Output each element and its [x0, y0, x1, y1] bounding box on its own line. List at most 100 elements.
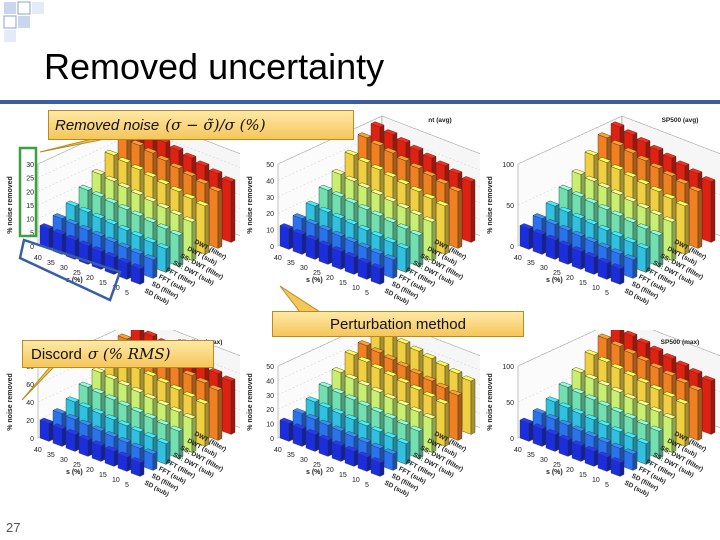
bar-top — [435, 178, 450, 185]
s-tick-label: 5 — [125, 482, 129, 489]
bar-side — [593, 255, 599, 275]
bar-top — [396, 178, 411, 185]
removed-noise-callout: Removed noise (σ − σ̃)/σ (%) — [48, 110, 354, 140]
bar — [292, 230, 303, 255]
bar-side — [100, 443, 106, 462]
bar-top — [208, 185, 223, 192]
bar-top — [623, 348, 638, 355]
bar-top — [156, 202, 171, 209]
bar-top — [78, 184, 93, 191]
grid-line — [517, 330, 597, 367]
bar-top — [370, 164, 385, 171]
bar-top — [584, 394, 599, 401]
s-tick-label: 10 — [592, 477, 600, 484]
bar-top — [78, 419, 93, 426]
bar-side — [392, 451, 398, 471]
bar-top — [610, 263, 625, 270]
bar — [221, 377, 232, 435]
bar-top — [169, 229, 184, 236]
bar-top — [117, 451, 132, 458]
bar-top — [597, 400, 612, 407]
bar-top — [545, 219, 560, 225]
bar-side — [632, 451, 638, 471]
bar-top — [104, 373, 119, 380]
bar-top — [305, 219, 320, 225]
bar-side — [87, 437, 93, 457]
bar-top — [610, 121, 625, 128]
bar-top — [331, 388, 346, 394]
bar — [143, 256, 154, 279]
grid-line — [381, 132, 480, 171]
bar-top — [636, 202, 651, 209]
bar-side — [288, 421, 294, 442]
bar-top — [91, 388, 106, 394]
bar-top — [571, 425, 586, 432]
bar-top — [623, 432, 638, 439]
bar-top — [649, 406, 664, 413]
bar-side — [87, 243, 93, 265]
bar-top — [91, 367, 106, 373]
discord-label: Discord — [31, 345, 82, 363]
grid-line — [277, 332, 383, 381]
bar-top — [305, 413, 320, 420]
bar-side — [606, 260, 612, 280]
bar-top — [143, 432, 158, 439]
s-tick-label: 35 — [47, 260, 55, 267]
bar-top — [195, 160, 210, 167]
bar-top — [65, 413, 80, 420]
perturbation-label: Perturbation method — [330, 315, 466, 333]
z-tick-label: 20 — [266, 211, 274, 218]
bar — [65, 236, 76, 260]
s-tick-label: 10 — [592, 285, 600, 292]
bar-top — [357, 257, 372, 264]
bar-side — [74, 432, 80, 452]
bar-top — [182, 170, 197, 177]
s-tick-label: 35 — [47, 452, 55, 459]
bar-top — [396, 399, 411, 406]
bar-top — [558, 419, 573, 426]
bar-top — [78, 381, 93, 388]
bar-top — [396, 137, 411, 143]
bar-top — [331, 230, 346, 237]
bar-top — [597, 333, 612, 340]
bar-top — [409, 425, 424, 432]
bar-top — [662, 413, 677, 419]
bar-top — [130, 426, 145, 433]
s-tick-label: 30 — [540, 457, 548, 464]
bar-top — [156, 178, 171, 185]
bar-top — [649, 144, 664, 151]
bar-top — [545, 396, 560, 403]
s-tick-label: 15 — [99, 472, 107, 479]
bar-side — [61, 426, 67, 447]
bar-top — [91, 168, 106, 175]
bar-top — [182, 216, 197, 223]
bar-top — [545, 200, 560, 207]
s-tick-label: 10 — [112, 477, 120, 484]
bar-top — [305, 429, 320, 435]
bar-top — [636, 137, 651, 143]
s-tick-label: 20 — [326, 467, 334, 474]
bar-top — [675, 377, 690, 384]
bar-top — [344, 251, 359, 258]
bar-top — [675, 200, 690, 207]
s-tick-label: 25 — [313, 270, 321, 277]
bar — [461, 377, 472, 435]
s-tick-label: 25 — [73, 462, 81, 469]
bar-top — [545, 234, 560, 241]
bar-side — [580, 249, 586, 270]
bar-top — [370, 139, 385, 146]
bar-top — [571, 388, 586, 394]
bar-top — [662, 353, 677, 359]
bar-side — [567, 437, 573, 457]
bar-top — [409, 345, 424, 352]
bar-top — [370, 263, 385, 270]
s-tick-label: 40 — [34, 447, 42, 454]
grid-line — [37, 129, 143, 178]
bar-top — [422, 152, 437, 159]
z-tick-label: 20 — [26, 189, 34, 196]
bar-top — [130, 248, 145, 255]
bar-top — [422, 170, 437, 177]
removed-noise-label: Removed noise — [55, 116, 160, 134]
s-tick-label: 25 — [313, 462, 321, 469]
grid-line — [517, 115, 623, 165]
